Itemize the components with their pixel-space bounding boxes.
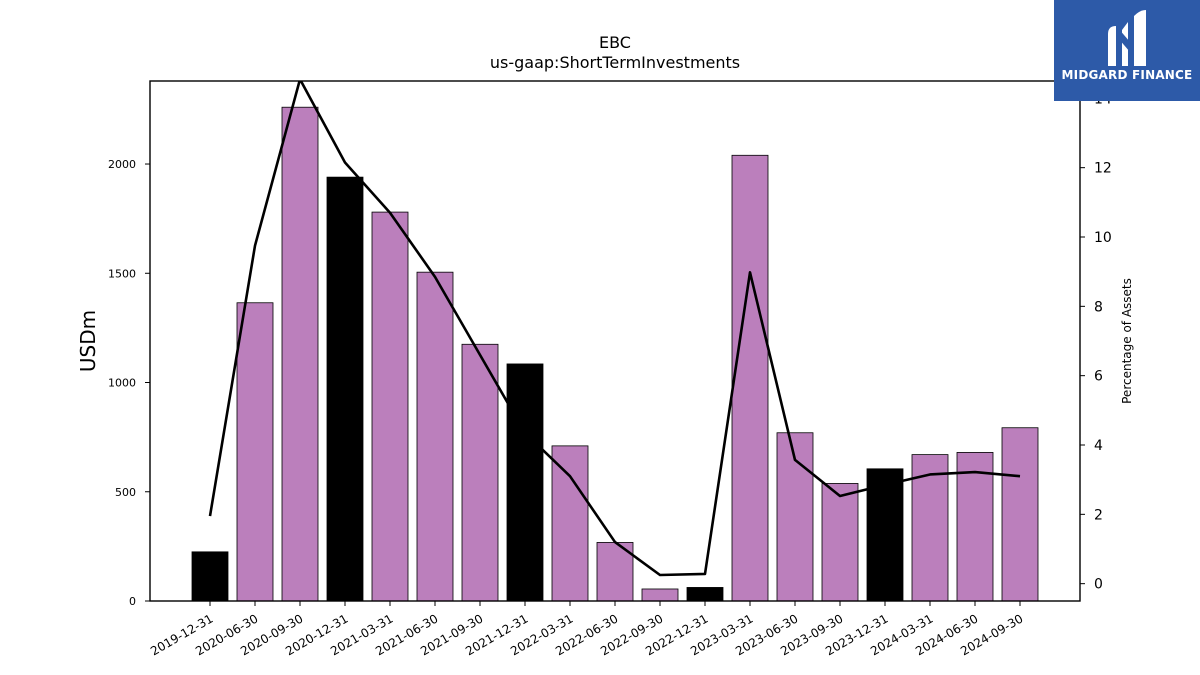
y2-tick-label: 2 (1094, 507, 1103, 523)
bar (506, 363, 544, 602)
bars-group (191, 106, 1039, 602)
series-line (208, 81, 1021, 577)
y-tick-label: 1500 (108, 267, 136, 280)
chart-subtitle: us-gaap:ShortTermInvestments (490, 53, 740, 72)
bar (326, 176, 364, 602)
y-axis-label: USDm (76, 310, 100, 372)
y2-tick-label: 8 (1094, 299, 1103, 315)
bar (281, 106, 319, 602)
bar (641, 588, 679, 602)
y2-axis-label: Percentage of Assets (1120, 278, 1134, 404)
chart-title: EBC (599, 33, 631, 52)
y-tick-label: 1000 (108, 377, 136, 390)
y2-tick-label: 0 (1094, 577, 1103, 593)
y2-tick-label: 10 (1094, 230, 1112, 246)
bar (371, 211, 409, 602)
y2-tick-label: 6 (1094, 369, 1103, 385)
y2-tick-label: 4 (1094, 438, 1103, 454)
bar (911, 454, 949, 602)
y-tick-label: 0 (129, 595, 136, 608)
bar (866, 468, 904, 602)
bar (956, 452, 994, 602)
logo-text: MIDGARD FINANCE (1061, 68, 1193, 82)
y-tick-label: 2000 (108, 158, 136, 171)
logo-mark-icon (1108, 10, 1146, 66)
bar (236, 302, 274, 602)
bar (686, 587, 724, 602)
bar (461, 343, 499, 602)
bar (416, 271, 454, 602)
bar (551, 445, 589, 602)
midgard-finance-logo: MIDGARD FINANCE (1054, 0, 1200, 101)
bar (821, 483, 859, 602)
axes-group: 0500100015002000024681012142019-12-31202… (108, 80, 1112, 658)
bar (731, 154, 769, 602)
y-tick-label: 500 (115, 486, 136, 499)
y2-tick-label: 12 (1094, 161, 1112, 177)
bar (1001, 427, 1039, 602)
line-group (208, 81, 1021, 577)
bar (191, 551, 229, 602)
